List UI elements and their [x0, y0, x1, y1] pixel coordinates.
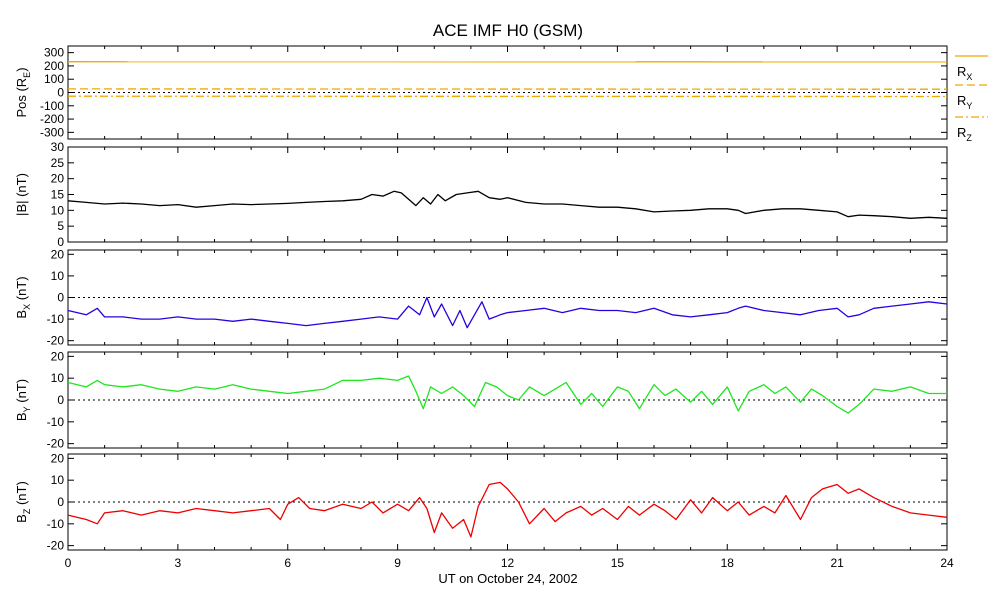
y-tick-label: -20: [47, 334, 65, 348]
y-label-subscript: X: [22, 304, 32, 310]
y-tick-label: 10: [51, 203, 65, 217]
y-label-subscript: Y: [22, 406, 32, 412]
y-tick-label: 200: [44, 59, 64, 73]
y-tick-label: -20: [47, 539, 65, 553]
legend-subscript: Y: [966, 101, 972, 111]
y-axis-label-btot: |B| (nT): [14, 173, 29, 216]
y-tick-label: -300: [40, 125, 64, 139]
x-axis-label: UT on October 24, 2002: [438, 571, 577, 586]
y-tick-label: 0: [57, 86, 64, 100]
y-axis-label-bz: BZ (nT): [14, 481, 32, 523]
y-tick-label: 30: [51, 140, 65, 154]
y-tick-label: 15: [51, 188, 65, 202]
legend-label-2: RZ: [957, 125, 972, 143]
x-tick-label: 24: [940, 556, 954, 570]
y-label-subscript: Z: [22, 508, 32, 514]
y-label-tail: (nT): [14, 276, 29, 303]
legend-main: R: [957, 93, 966, 108]
y-tick-label: 10: [51, 473, 65, 487]
y-axis-label-by: BY (nT): [14, 379, 32, 421]
series-bx-0: [67, 296, 948, 329]
y-label-tail: ): [14, 67, 29, 71]
y-tick-label: 300: [44, 46, 64, 60]
y-tick-label: 0: [57, 291, 64, 305]
x-tick-label: 9: [394, 556, 401, 570]
x-tick-label: 0: [65, 556, 72, 570]
series-by-0: [67, 375, 947, 414]
y-label-tail: (nT): [14, 379, 29, 406]
y-tick-label: -10: [47, 312, 65, 326]
panel-frame-btot: [67, 146, 948, 243]
y-axis-label-pos: Pos (RE): [14, 67, 32, 117]
x-tick-label: 21: [830, 556, 844, 570]
y-label-subscript: E: [22, 72, 32, 78]
y-tick-label: 20: [51, 451, 65, 465]
y-tick-label: -20: [47, 437, 65, 451]
x-tick-label: 18: [721, 556, 735, 570]
y-tick-label: 5: [57, 219, 64, 233]
panel-bz: -20 -10 0 10 20 BZ (nT): [14, 451, 948, 553]
legend-main: R: [957, 125, 966, 140]
y-tick-label: -200: [40, 112, 64, 126]
y-tick-label: 10: [51, 371, 65, 385]
x-axis: 0 3 6 9 12 15 18 21 24: [65, 556, 954, 570]
series-bz-0: [67, 481, 948, 538]
y-tick-label: -100: [40, 99, 64, 113]
legend-label-1: RY: [957, 93, 972, 111]
y-tick-label: 25: [51, 156, 65, 170]
y-tick-label: 20: [51, 349, 65, 363]
y-axis-label-bx: BX (nT): [14, 276, 32, 318]
series-btot-0: [67, 190, 948, 219]
y-label-main: B: [14, 514, 29, 523]
panel-by: -20 -10 0 10 20 BY (nT): [14, 349, 948, 451]
y-label-main: B: [14, 310, 29, 319]
y-tick-label: 0: [57, 393, 64, 407]
y-tick-label: -10: [47, 517, 65, 531]
x-tick-label: 15: [611, 556, 625, 570]
y-label-main: Pos (R: [14, 78, 29, 118]
x-tick-label: 3: [175, 556, 182, 570]
legend-subscript: Z: [966, 133, 972, 143]
x-tick-label: 6: [284, 556, 291, 570]
y-tick-label: 100: [44, 72, 64, 86]
panel-bx: -20 -10 0 10 20 BX (nT): [14, 247, 948, 348]
y-tick-label: 0: [57, 235, 64, 249]
y-tick-label: 0: [57, 495, 64, 509]
y-label-tail: (nT): [14, 481, 29, 508]
legend-main: R: [957, 64, 966, 79]
x-tick-label: 12: [501, 556, 515, 570]
y-tick-label: 10: [51, 269, 65, 283]
y-tick-label: 20: [51, 172, 65, 186]
legend-subscript: X: [966, 72, 972, 82]
chart-title: ACE IMF H0 (GSM): [433, 21, 583, 40]
legend-label-0: RX: [957, 64, 972, 82]
y-tick-label: 20: [51, 247, 65, 261]
y-tick-label: -10: [47, 415, 65, 429]
y-label-main: |B| (nT): [14, 173, 29, 216]
y-label-main: B: [14, 412, 29, 421]
